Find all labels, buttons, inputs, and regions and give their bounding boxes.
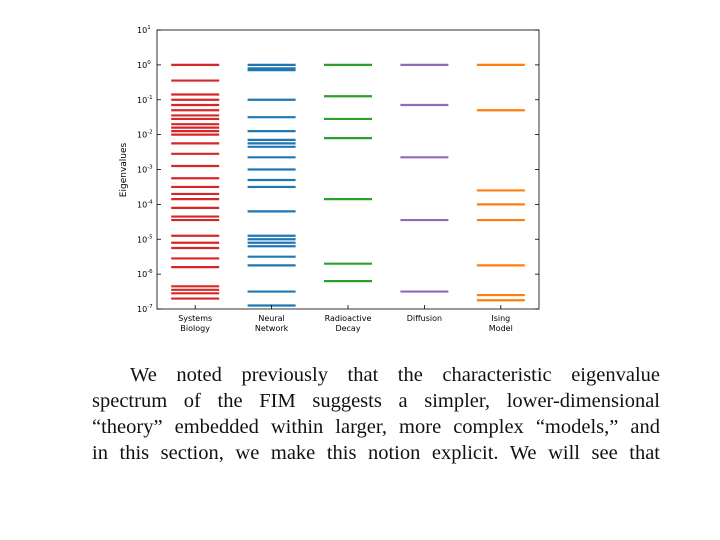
series-1 bbox=[247, 63, 296, 307]
body-paragraph: We noted previously that the characteris… bbox=[92, 362, 660, 466]
paragraph-line: spectrum of the FIM suggests a simpler, … bbox=[92, 390, 660, 412]
eigenvalue-figure: 101 100 10-1 10-2 10-3 10-4 10-5 10-6 10-7 Syste… bbox=[119, 25, 540, 333]
y-tick-label: 101 bbox=[137, 25, 151, 35]
y-tick-label: 10-7 bbox=[137, 304, 153, 314]
x-category-label: Systems Biology bbox=[178, 314, 212, 333]
x-category-label: Ising Model bbox=[489, 314, 513, 333]
eigenvalue-series bbox=[171, 63, 525, 307]
y-axis-ticks: 101 100 10-1 10-2 10-3 10-4 10-5 10-6 10-7 bbox=[137, 25, 539, 314]
series-4 bbox=[476, 63, 525, 302]
y-tick-label: 10-1 bbox=[137, 95, 153, 105]
y-tick-label: 10-3 bbox=[137, 165, 153, 175]
y-tick-label: 10-4 bbox=[137, 199, 153, 209]
y-tick-label: 10-2 bbox=[137, 130, 153, 140]
paragraph-line: in this section, we make this notion exp… bbox=[92, 442, 660, 464]
series-2 bbox=[324, 63, 372, 283]
paragraph-line: We noted previously that the characteris… bbox=[130, 364, 660, 386]
y-tick-label: 10-5 bbox=[137, 234, 153, 244]
paragraph-line: “theory” embedded within larger, more co… bbox=[92, 416, 660, 438]
y-tick-label: 100 bbox=[137, 60, 151, 70]
y-tick-label: 10-6 bbox=[137, 269, 153, 279]
y-axis-label: Eigenvalues bbox=[119, 142, 129, 197]
series-3 bbox=[400, 63, 449, 293]
series-0 bbox=[171, 63, 220, 300]
x-axis-category-labels: Systems Biology Neural Network Radioactive De… bbox=[178, 305, 513, 333]
x-category-label: Neural Network bbox=[255, 314, 289, 333]
x-category-label: Radioactive Decay bbox=[325, 314, 372, 333]
x-category-label: Diffusion bbox=[407, 314, 442, 323]
